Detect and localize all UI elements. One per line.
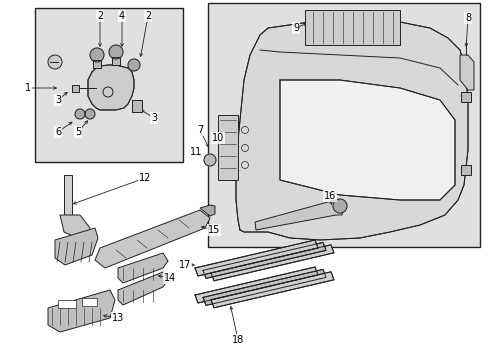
Text: 17: 17 [179, 260, 191, 270]
Circle shape [128, 59, 140, 71]
Text: 9: 9 [292, 23, 299, 33]
Circle shape [203, 154, 216, 166]
Circle shape [85, 109, 95, 119]
Text: 12: 12 [139, 173, 151, 183]
Circle shape [75, 109, 85, 119]
Polygon shape [218, 115, 238, 180]
Bar [305, 10, 399, 45]
Polygon shape [118, 272, 168, 305]
Polygon shape [203, 269, 325, 305]
Bar [112, 57, 120, 65]
Text: 8: 8 [464, 13, 470, 23]
Polygon shape [55, 228, 98, 265]
Text: 4: 4 [119, 11, 125, 21]
Bar [35, 8, 183, 162]
Text: 18: 18 [231, 335, 244, 345]
Bar [58, 300, 76, 308]
Text: 2: 2 [97, 11, 103, 21]
Text: 16: 16 [323, 191, 335, 201]
Text: 14: 14 [163, 273, 176, 283]
Circle shape [90, 48, 104, 62]
Polygon shape [60, 215, 90, 240]
Text: 11: 11 [189, 147, 202, 157]
Polygon shape [195, 267, 317, 303]
Text: 3: 3 [55, 95, 61, 105]
Polygon shape [95, 210, 209, 268]
Polygon shape [203, 242, 325, 278]
Circle shape [332, 199, 346, 213]
Bar [460, 92, 470, 102]
Polygon shape [280, 80, 454, 200]
Polygon shape [200, 205, 215, 216]
Text: 10: 10 [211, 133, 224, 143]
Polygon shape [195, 240, 317, 276]
Polygon shape [236, 20, 467, 240]
Bar [93, 60, 101, 68]
Text: 6: 6 [55, 127, 61, 137]
Bar [460, 165, 470, 175]
Bar [207, 3, 479, 247]
Text: 7: 7 [197, 125, 203, 135]
Polygon shape [64, 175, 72, 215]
Bar [72, 85, 79, 92]
Text: 15: 15 [207, 225, 220, 235]
Polygon shape [88, 65, 134, 110]
Text: 2: 2 [144, 11, 151, 21]
Text: 1: 1 [25, 83, 31, 93]
Bar [132, 100, 142, 112]
Text: 13: 13 [112, 313, 124, 323]
Polygon shape [459, 55, 473, 90]
Polygon shape [48, 290, 115, 332]
Polygon shape [254, 200, 343, 230]
Text: 3: 3 [151, 113, 157, 123]
Text: 5: 5 [75, 127, 81, 137]
Polygon shape [210, 245, 333, 281]
Circle shape [48, 55, 62, 69]
Circle shape [109, 45, 123, 59]
Bar [82, 298, 97, 306]
Polygon shape [118, 253, 168, 283]
Polygon shape [210, 272, 333, 308]
